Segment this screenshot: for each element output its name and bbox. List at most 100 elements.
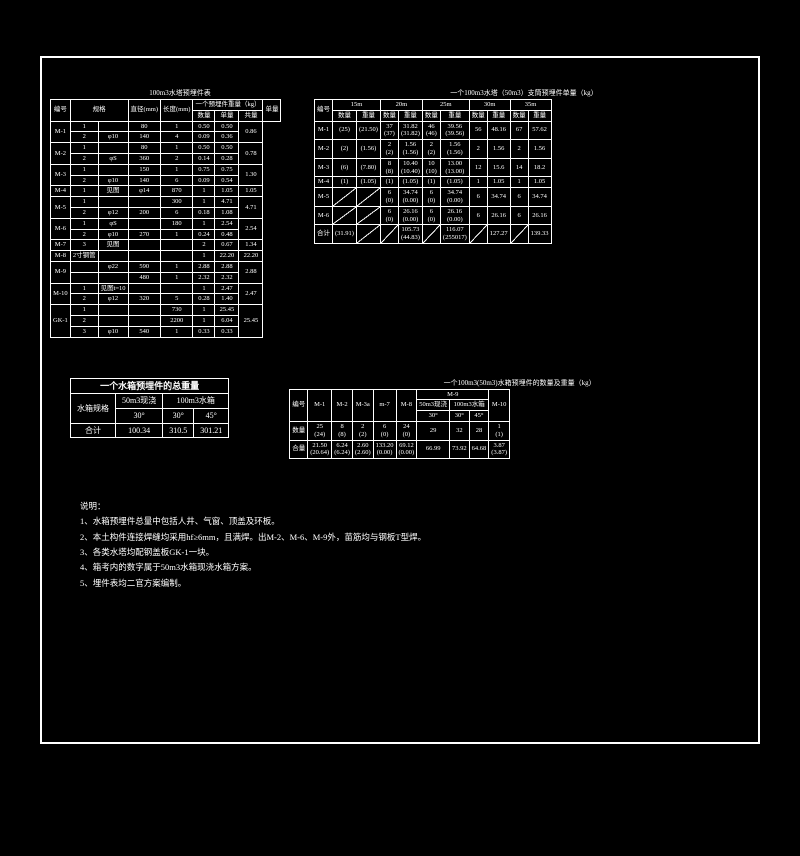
t2-cell: 57.62 (528, 121, 551, 140)
t2-cell (356, 206, 380, 225)
t1-cell: 1 (70, 164, 98, 175)
t1-cell (98, 305, 128, 316)
t1-cell: 5 (161, 294, 193, 305)
t4-cell: 2.60(2.60) (352, 440, 373, 459)
t2-rowid: M-6 (315, 206, 333, 225)
t1-cell: 2.47 (215, 283, 239, 294)
t1-cell: φ10 (98, 326, 128, 337)
t2-cell: 1.56(1.56) (398, 140, 422, 159)
t2-cell: (2) (333, 140, 357, 159)
t1-cell (128, 240, 160, 251)
t2-cell: 67 (510, 121, 528, 140)
t2-cell: 34.74 (487, 188, 510, 207)
t1-cell: 0.18 (193, 207, 215, 218)
t4-h: M-3a (352, 389, 373, 421)
t1-cell: 0.48 (215, 229, 239, 240)
t3-r0c1: 50m3现浇 (116, 394, 163, 409)
t1-cell: 1.05 (215, 186, 239, 197)
t1-unit2: 4.71 (239, 197, 263, 219)
t4-cell: 1(1) (489, 421, 510, 440)
t1-cell: 2.32 (193, 272, 215, 283)
t2-cell: 34.74(0.00) (398, 188, 422, 207)
t1-cell: 1 (193, 186, 215, 197)
t4-sub: 50m3现浇 (417, 400, 450, 411)
t2-cell: 14 (510, 158, 528, 177)
t4-deg: 45° (469, 411, 489, 422)
t2-rowid: M-5 (315, 188, 333, 207)
t2-cell (356, 188, 380, 207)
t3-r2c3: 301.21 (194, 423, 229, 438)
t1-cell (98, 143, 128, 154)
t1-cell: 2 (161, 153, 193, 164)
t1-cell: φ10 (98, 132, 128, 143)
t1-cell: φS (98, 153, 128, 164)
t1-id: M-9 (51, 261, 71, 283)
t2-cell (510, 225, 528, 244)
t4-cell: 6(0) (373, 421, 396, 440)
t1-cell: 6 (161, 175, 193, 186)
t1-cell (98, 164, 128, 175)
t1-cell: 0.54 (215, 175, 239, 186)
t1-cell: 480 (128, 272, 160, 283)
t2-cell: 8(8) (380, 158, 398, 177)
t1-cell: 2 (70, 315, 98, 326)
top-tables-row: 100m3水塔预埋件表 编号 规格 直径(mm) 长度(mm) 一个预埋件重量（… (50, 88, 750, 338)
t2-cell: 31.82(31.82) (398, 121, 422, 140)
t3-r0c0: 水箱规格 (71, 394, 116, 423)
t1-cell: 0.28 (215, 153, 239, 164)
t2-cell: (25) (333, 121, 357, 140)
t2-cell: (7.80) (356, 158, 380, 177)
t2-span: 25m (422, 100, 469, 111)
t4-cell: 21.50(20.64) (308, 440, 332, 459)
t1-cell: 2200 (161, 315, 193, 326)
t1-cell: 0.50 (215, 121, 239, 132)
t2-cell: 1.56 (528, 140, 551, 159)
t1-cell: 2 (70, 175, 98, 186)
t1-cell: 1 (193, 305, 215, 316)
t1-cell: 3 (70, 240, 98, 251)
t4-h-m10: M-10 (489, 389, 510, 421)
t1-cell: 0.09 (193, 175, 215, 186)
t2-cell: 6 (469, 206, 487, 225)
t1-cell (161, 251, 193, 262)
t4-cell: 28 (469, 421, 489, 440)
t1-cell: 2寸钢管 (70, 251, 98, 262)
t2-cell: 56 (469, 121, 487, 140)
t4-h: M-2 (332, 389, 353, 421)
t1-cell: 1 (70, 121, 98, 132)
t2-span: 20m (380, 100, 422, 111)
t1-cell: φ10 (98, 229, 128, 240)
t4-h: m-7 (373, 389, 396, 421)
t2-cell: (1.05) (440, 177, 469, 188)
t1-cell: 0.33 (193, 326, 215, 337)
t4-cell: 64.68 (469, 440, 489, 459)
t4-cell: 数量 (290, 421, 308, 440)
t1-cell: 2 (70, 229, 98, 240)
t4-deg: 30° (417, 411, 450, 422)
t1-cell: 2 (70, 294, 98, 305)
t2-cell: (1) (422, 177, 440, 188)
t2-cell: 127.27 (487, 225, 510, 244)
t1-cell: 2.88 (215, 261, 239, 272)
t1-cell: φ12 (98, 207, 128, 218)
t1-h-u1: 单量 (215, 110, 239, 121)
t1-cell: 270 (128, 229, 160, 240)
t1-unit2: 25.45 (239, 305, 263, 337)
t1-cell (161, 283, 193, 294)
t1-h-id: 编号 (51, 100, 71, 122)
t2-cell: 2 (510, 140, 528, 159)
t1-cell: 4 (161, 132, 193, 143)
t2-cell: 13.00(13.00) (440, 158, 469, 177)
t1-cell (128, 305, 160, 316)
t1-unit2: 0.78 (239, 143, 263, 165)
t3-r1c3: 45° (194, 408, 229, 423)
t2-cell (422, 225, 440, 244)
note-4: 4、箱考内的数字属于50m3水箱现浇水箱方案。 (80, 560, 750, 575)
t1-cell: φ10 (98, 175, 128, 186)
t4-sub: 100m3水箱 (450, 400, 489, 411)
t2-cell: (1) (333, 177, 357, 188)
t1-id: M-1 (51, 121, 71, 143)
t2-cell: 26.16(0.00) (440, 206, 469, 225)
t1-h-len: 长度(mm) (161, 100, 193, 122)
t4-cell: 66.99 (417, 440, 450, 459)
